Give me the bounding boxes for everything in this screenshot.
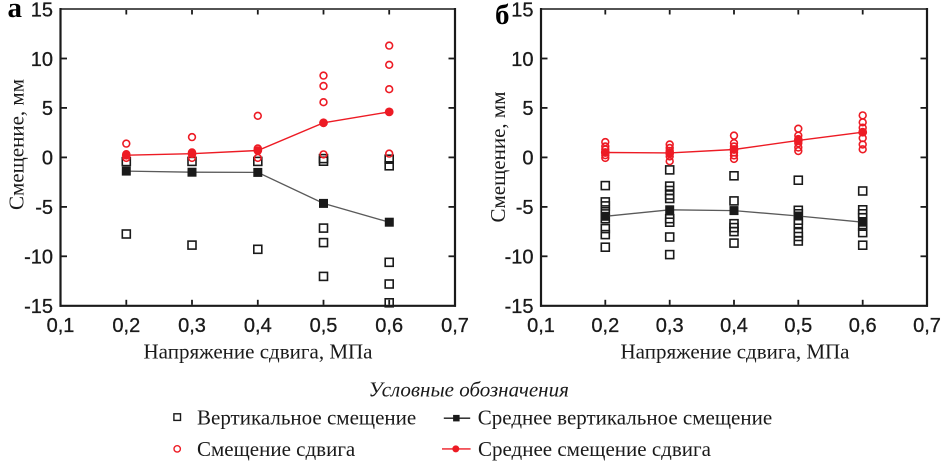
svg-text:Смещение сдвига: Смещение сдвига — [197, 437, 356, 461]
svg-text:0,4: 0,4 — [244, 315, 272, 337]
svg-text:0,1: 0,1 — [47, 315, 75, 337]
svg-text:15: 15 — [31, 0, 53, 21]
svg-text:0: 0 — [522, 148, 533, 170]
svg-text:-15: -15 — [505, 296, 534, 318]
svg-text:0,7: 0,7 — [441, 315, 469, 337]
svg-text:0,7: 0,7 — [913, 315, 941, 337]
svg-text:-10: -10 — [24, 247, 53, 269]
svg-text:0: 0 — [42, 148, 53, 170]
svg-text:0,6: 0,6 — [849, 315, 877, 337]
svg-text:0,2: 0,2 — [112, 315, 140, 337]
svg-text:0,5: 0,5 — [310, 315, 338, 337]
svg-text:0,3: 0,3 — [656, 315, 684, 337]
svg-text:Смещение, мм: Смещение, мм — [5, 79, 29, 210]
svg-text:-5: -5 — [35, 197, 53, 219]
svg-text:0,4: 0,4 — [720, 315, 748, 337]
svg-text:0,1: 0,1 — [527, 315, 555, 337]
svg-text:Вертикальное смещение: Вертикальное смещение — [197, 406, 416, 430]
svg-text:-5: -5 — [516, 197, 534, 219]
svg-text:Среднее вертикальное смещение: Среднее вертикальное смещение — [478, 406, 772, 430]
svg-text:5: 5 — [42, 98, 53, 120]
svg-text:15: 15 — [511, 0, 533, 21]
svg-text:Условные обозначения: Условные обозначения — [369, 378, 569, 402]
svg-text:0,5: 0,5 — [784, 315, 812, 337]
svg-text:б: б — [495, 0, 510, 31]
svg-text:Среднее смещение сдвига: Среднее смещение сдвига — [478, 437, 712, 461]
svg-text:а: а — [8, 0, 23, 24]
svg-text:0,3: 0,3 — [178, 315, 206, 337]
svg-text:0,2: 0,2 — [591, 315, 619, 337]
svg-text:Напряжение сдвига, МПа: Напряжение сдвига, МПа — [144, 340, 374, 364]
svg-text:Смещение, мм: Смещение, мм — [486, 92, 510, 223]
svg-text:Напряжение сдвига, МПа: Напряжение сдвига, МПа — [621, 340, 851, 364]
svg-text:0,6: 0,6 — [375, 315, 403, 337]
svg-text:10: 10 — [31, 49, 53, 71]
svg-text:-15: -15 — [24, 296, 53, 318]
svg-text:-10: -10 — [505, 247, 534, 269]
svg-text:5: 5 — [522, 98, 533, 120]
svg-text:10: 10 — [511, 49, 533, 71]
